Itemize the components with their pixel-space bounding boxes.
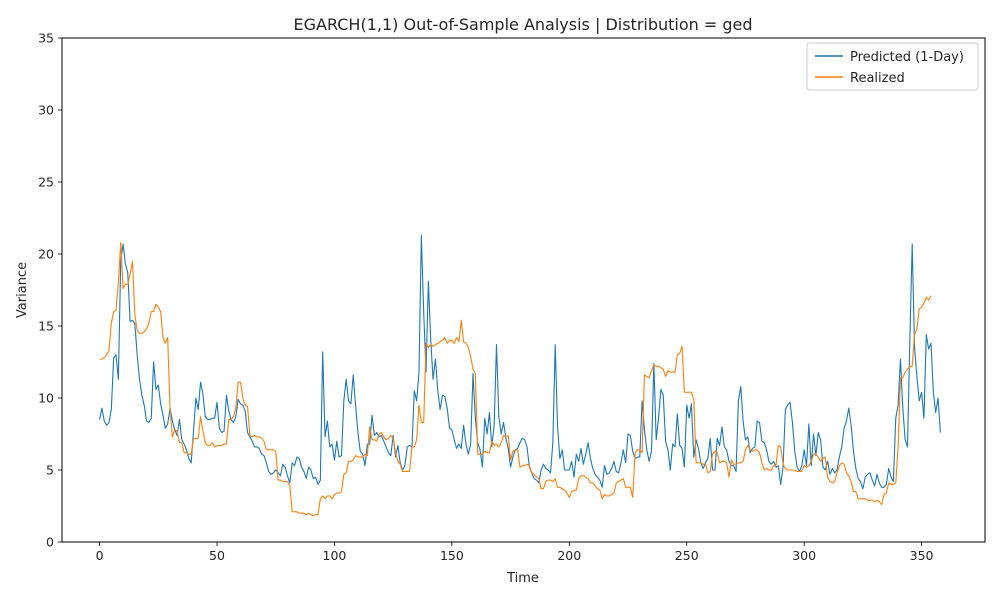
chart-title: EGARCH(1,1) Out-of-Sample Analysis | Dis… — [293, 15, 752, 34]
x-tick-label: 250 — [675, 548, 699, 563]
legend-label-predicted: Predicted (1-Day) — [850, 50, 964, 65]
y-tick-label: 15 — [38, 319, 54, 334]
y-tick-label: 20 — [38, 247, 54, 262]
axes-frame — [61, 37, 986, 543]
y-tick-label: 35 — [38, 31, 54, 46]
legend: Predicted (1-Day) Realized — [806, 42, 979, 91]
x-axis-ticks: 0 50 100 150 200 250 300 350 — [96, 542, 934, 563]
series-line-realized — [99, 241, 932, 517]
y-axis-label: Variance — [15, 262, 30, 318]
legend-box — [806, 42, 979, 91]
x-axis-label: Time — [506, 571, 539, 586]
plot-area: 0 50 100 150 200 250 300 350 0 5 10 15 20 25 30 35 — [38, 31, 986, 563]
y-tick-label: 0 — [46, 535, 54, 550]
y-axis-ticks: 0 5 10 15 20 25 30 35 — [38, 31, 62, 550]
y-tick-label: 25 — [38, 175, 54, 190]
x-tick-label: 350 — [910, 548, 934, 563]
series-layer — [99, 234, 941, 517]
y-tick-label: 5 — [46, 463, 54, 478]
y-tick-label: 30 — [38, 103, 54, 118]
y-tick-label: 10 — [38, 391, 54, 406]
legend-label-realized: Realized — [850, 71, 905, 86]
x-tick-label: 150 — [440, 548, 464, 563]
series-line-predicted — [99, 234, 941, 490]
x-tick-label: 100 — [323, 548, 347, 563]
x-tick-label: 0 — [96, 548, 104, 563]
x-tick-label: 200 — [557, 548, 581, 563]
x-tick-label: 300 — [792, 548, 816, 563]
x-tick-label: 50 — [209, 548, 225, 563]
